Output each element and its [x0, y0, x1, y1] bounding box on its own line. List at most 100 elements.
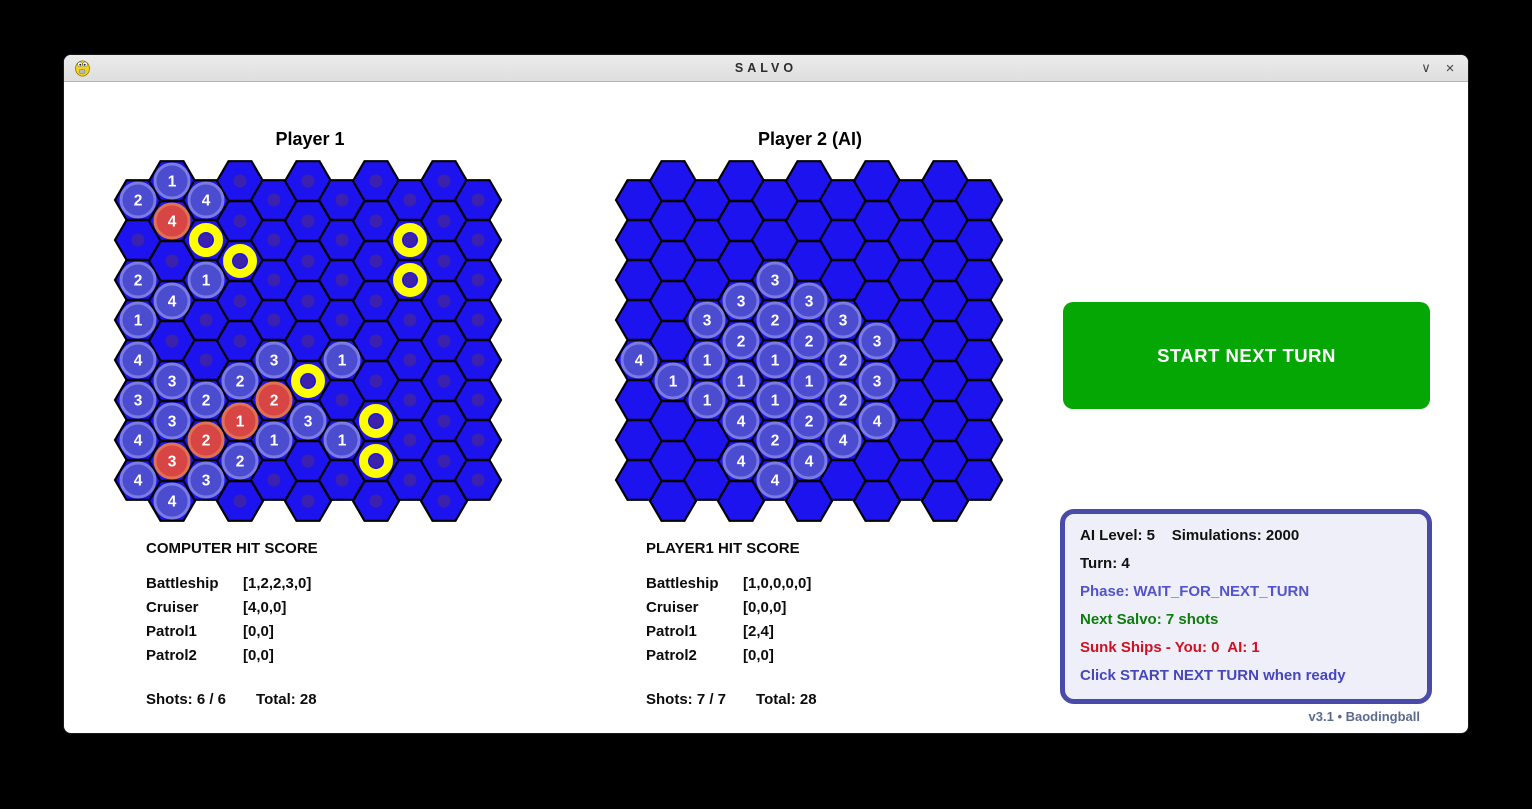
ship-marker — [858, 402, 896, 440]
water-dot — [335, 193, 349, 207]
player2-board: 3 3 3 2 3 3 4 1 2 1 2 2 3 1 1 1 1 1 2 3 4 2 2 4 4 4 4 4 — [614, 160, 1004, 522]
ship-marker — [187, 381, 225, 419]
ship-marker — [323, 421, 361, 459]
cell-number: 1 — [703, 393, 712, 410]
ship-marker — [153, 362, 191, 400]
water-dot — [471, 313, 485, 327]
hex-cell[interactable] — [954, 299, 1004, 341]
ship-marker — [255, 341, 293, 379]
water-dot — [437, 294, 451, 308]
cell-number: 2 — [737, 334, 746, 351]
cell-number: 4 — [134, 353, 143, 370]
hex-cell[interactable] — [954, 459, 1004, 501]
ship-values: [2,4] — [743, 623, 774, 640]
ship-values: [1,0,0,0,0] — [743, 575, 812, 592]
water-dot — [267, 273, 281, 287]
water-dot — [233, 174, 247, 188]
cell-number: 1 — [236, 414, 245, 431]
hex-cell[interactable] — [716, 480, 766, 522]
water-dot — [369, 214, 383, 228]
ship-marker — [654, 362, 692, 400]
ship-marker — [620, 341, 658, 379]
cell-number: 2 — [134, 273, 143, 290]
cell-number: 3 — [168, 454, 177, 471]
status-line: Click START NEXT TURN when ready — [1080, 667, 1346, 684]
water-dot — [335, 393, 349, 407]
ship-marker — [153, 402, 191, 440]
water-dot — [437, 414, 451, 428]
ship-marker — [790, 442, 828, 480]
water-dot — [369, 334, 383, 348]
ship-name: Cruiser — [146, 599, 199, 616]
ship-marker — [722, 322, 760, 360]
ship-marker — [221, 442, 259, 480]
board-title-player2: Player 2 (AI) — [757, 129, 863, 149]
water-dot — [233, 334, 247, 348]
water-dot — [369, 294, 383, 308]
ship-marker — [756, 301, 794, 339]
cell-number: 1 — [338, 433, 347, 450]
water-dot — [233, 214, 247, 228]
minimize-button[interactable]: ∨ — [1421, 60, 1431, 75]
cell-number: 2 — [236, 454, 245, 471]
water-dot — [335, 233, 349, 247]
ship-name: Patrol1 — [146, 623, 197, 640]
cell-number: 3 — [873, 374, 882, 391]
miss-marker — [393, 223, 427, 257]
water-dot — [471, 433, 485, 447]
cell-number: 4 — [737, 454, 746, 471]
water-dot — [471, 193, 485, 207]
hex-cell[interactable] — [852, 480, 902, 522]
miss-marker — [189, 223, 223, 257]
water-dot — [301, 294, 315, 308]
ship-marker — [323, 341, 361, 379]
start-next-turn-button[interactable]: START NEXT TURN — [1063, 302, 1430, 409]
water-dot — [301, 454, 315, 468]
hex-cell[interactable] — [954, 219, 1004, 261]
hex-cell[interactable] — [954, 259, 1004, 301]
ship-marker — [187, 181, 225, 219]
ship-name: Battleship — [646, 575, 719, 592]
ship-marker — [790, 322, 828, 360]
ship-marker — [722, 282, 760, 320]
water-dot — [301, 494, 315, 508]
player1-board: 2 1 4 4 2 1 1 4 4 3 1 3 3 2 2 2 4 3 2 1 1 3 1 4 3 3 2 4 — [113, 160, 503, 522]
hex-cell[interactable] — [784, 480, 834, 522]
titlebar: SALVO ∨ × — [64, 55, 1468, 82]
status-panel: AI Level: 5 Simulations: 2000 Turn: 4 Phas… — [1060, 509, 1432, 704]
status-line: Phase: WAIT_FOR_NEXT_TURN — [1080, 583, 1310, 600]
close-button[interactable]: × — [1445, 59, 1455, 77]
ship-marker — [756, 261, 794, 299]
hit-marker — [255, 381, 293, 419]
hex-cell[interactable] — [954, 419, 1004, 461]
ship-marker — [119, 301, 157, 339]
cell-number: 3 — [168, 414, 177, 431]
water-dot — [233, 294, 247, 308]
hex-cell[interactable] — [954, 339, 1004, 381]
app-icon — [75, 60, 90, 77]
ship-marker — [790, 282, 828, 320]
ship-marker — [722, 442, 760, 480]
computer-hit-score-block: COMPUTER HIT SCORE Battleship [1,2,2,3,0]… — [146, 540, 318, 708]
hex-cell[interactable] — [954, 379, 1004, 421]
score-title: COMPUTER HIT SCORE — [146, 540, 318, 557]
ship-marker — [119, 421, 157, 459]
ship-marker — [255, 421, 293, 459]
cell-number: 1 — [669, 374, 678, 391]
ship-score-list: Battleship [1,2,2,3,0] Cruiser [4,0,0] Patro… — [146, 575, 318, 671]
window-title: SALVO — [734, 61, 798, 75]
hex-cell[interactable] — [920, 480, 970, 522]
water-dot — [335, 313, 349, 327]
ship-score-row: Cruiser [0,0,0] — [646, 599, 817, 623]
cell-number: 3 — [737, 294, 746, 311]
cell-number: 4 — [202, 193, 211, 210]
cell-number: 2 — [771, 433, 780, 450]
cell-number: 1 — [703, 353, 712, 370]
hit-marker — [153, 442, 191, 480]
shots-line: Shots: 6 / 6 Total: 28 — [146, 691, 318, 708]
cell-number: 4 — [134, 433, 143, 450]
hex-cell[interactable] — [954, 179, 1004, 221]
water-dot — [437, 454, 451, 468]
hex-cell[interactable] — [648, 480, 698, 522]
